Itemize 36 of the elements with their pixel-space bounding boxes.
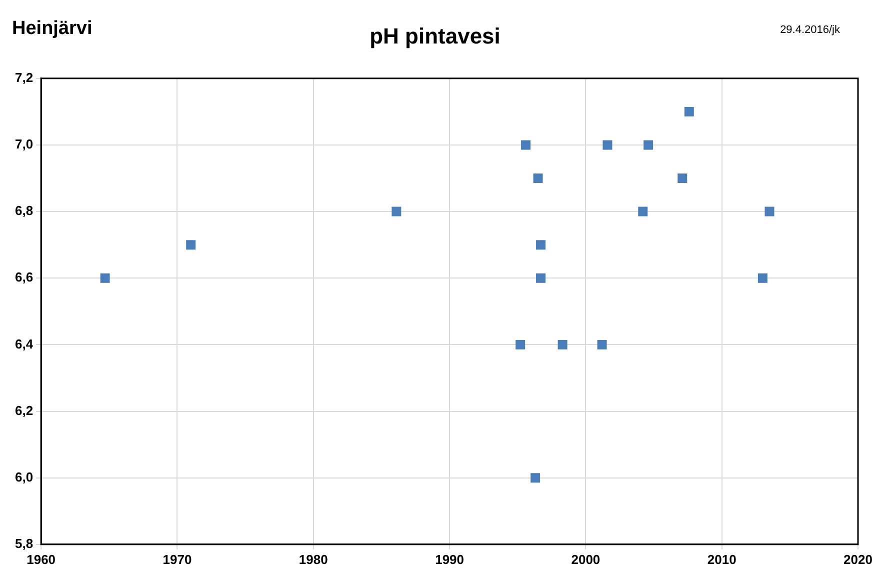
- y-tick-label: 6,8: [14, 203, 34, 218]
- y-tick-label: 5,8: [14, 536, 34, 551]
- point: [758, 273, 768, 283]
- point: [678, 174, 688, 183]
- y-tick-label: 6,2: [14, 402, 34, 418]
- y-tick-label: 6,4: [14, 336, 34, 352]
- y-tick-label: 7,2: [14, 70, 34, 85]
- y-tick-label: 6,0: [14, 469, 34, 484]
- point: [392, 206, 402, 216]
- point: [597, 340, 607, 350]
- text: Heinjärvi: [12, 18, 92, 40]
- text: 29.4.2016/jk: [780, 24, 840, 36]
- x-tick-label: 2020: [844, 552, 872, 567]
- point: [536, 273, 546, 283]
- point: [536, 240, 546, 250]
- point: [530, 473, 540, 483]
- point: [186, 240, 196, 250]
- point: [100, 273, 110, 283]
- point: [521, 140, 531, 150]
- y-tick-label: 7,0: [14, 136, 34, 152]
- point: [533, 174, 543, 183]
- point: [602, 140, 612, 150]
- point: [638, 206, 648, 216]
- point: [684, 106, 694, 116]
- point: [516, 340, 526, 350]
- x-tick-label: 1970: [162, 552, 192, 567]
- x-tick-label: 2000: [571, 552, 600, 567]
- point: [764, 206, 774, 216]
- x-tick-label: 1980: [298, 552, 328, 567]
- x-tick-label: 1990: [435, 552, 464, 567]
- x-tick-label: 2010: [707, 552, 736, 567]
- chart-title: pH pintavesi: [370, 23, 500, 48]
- point: [644, 140, 654, 150]
- x-tick-label: 1960: [26, 552, 56, 567]
- point: [558, 340, 568, 350]
- y-tick-label: 6,6: [14, 270, 34, 285]
